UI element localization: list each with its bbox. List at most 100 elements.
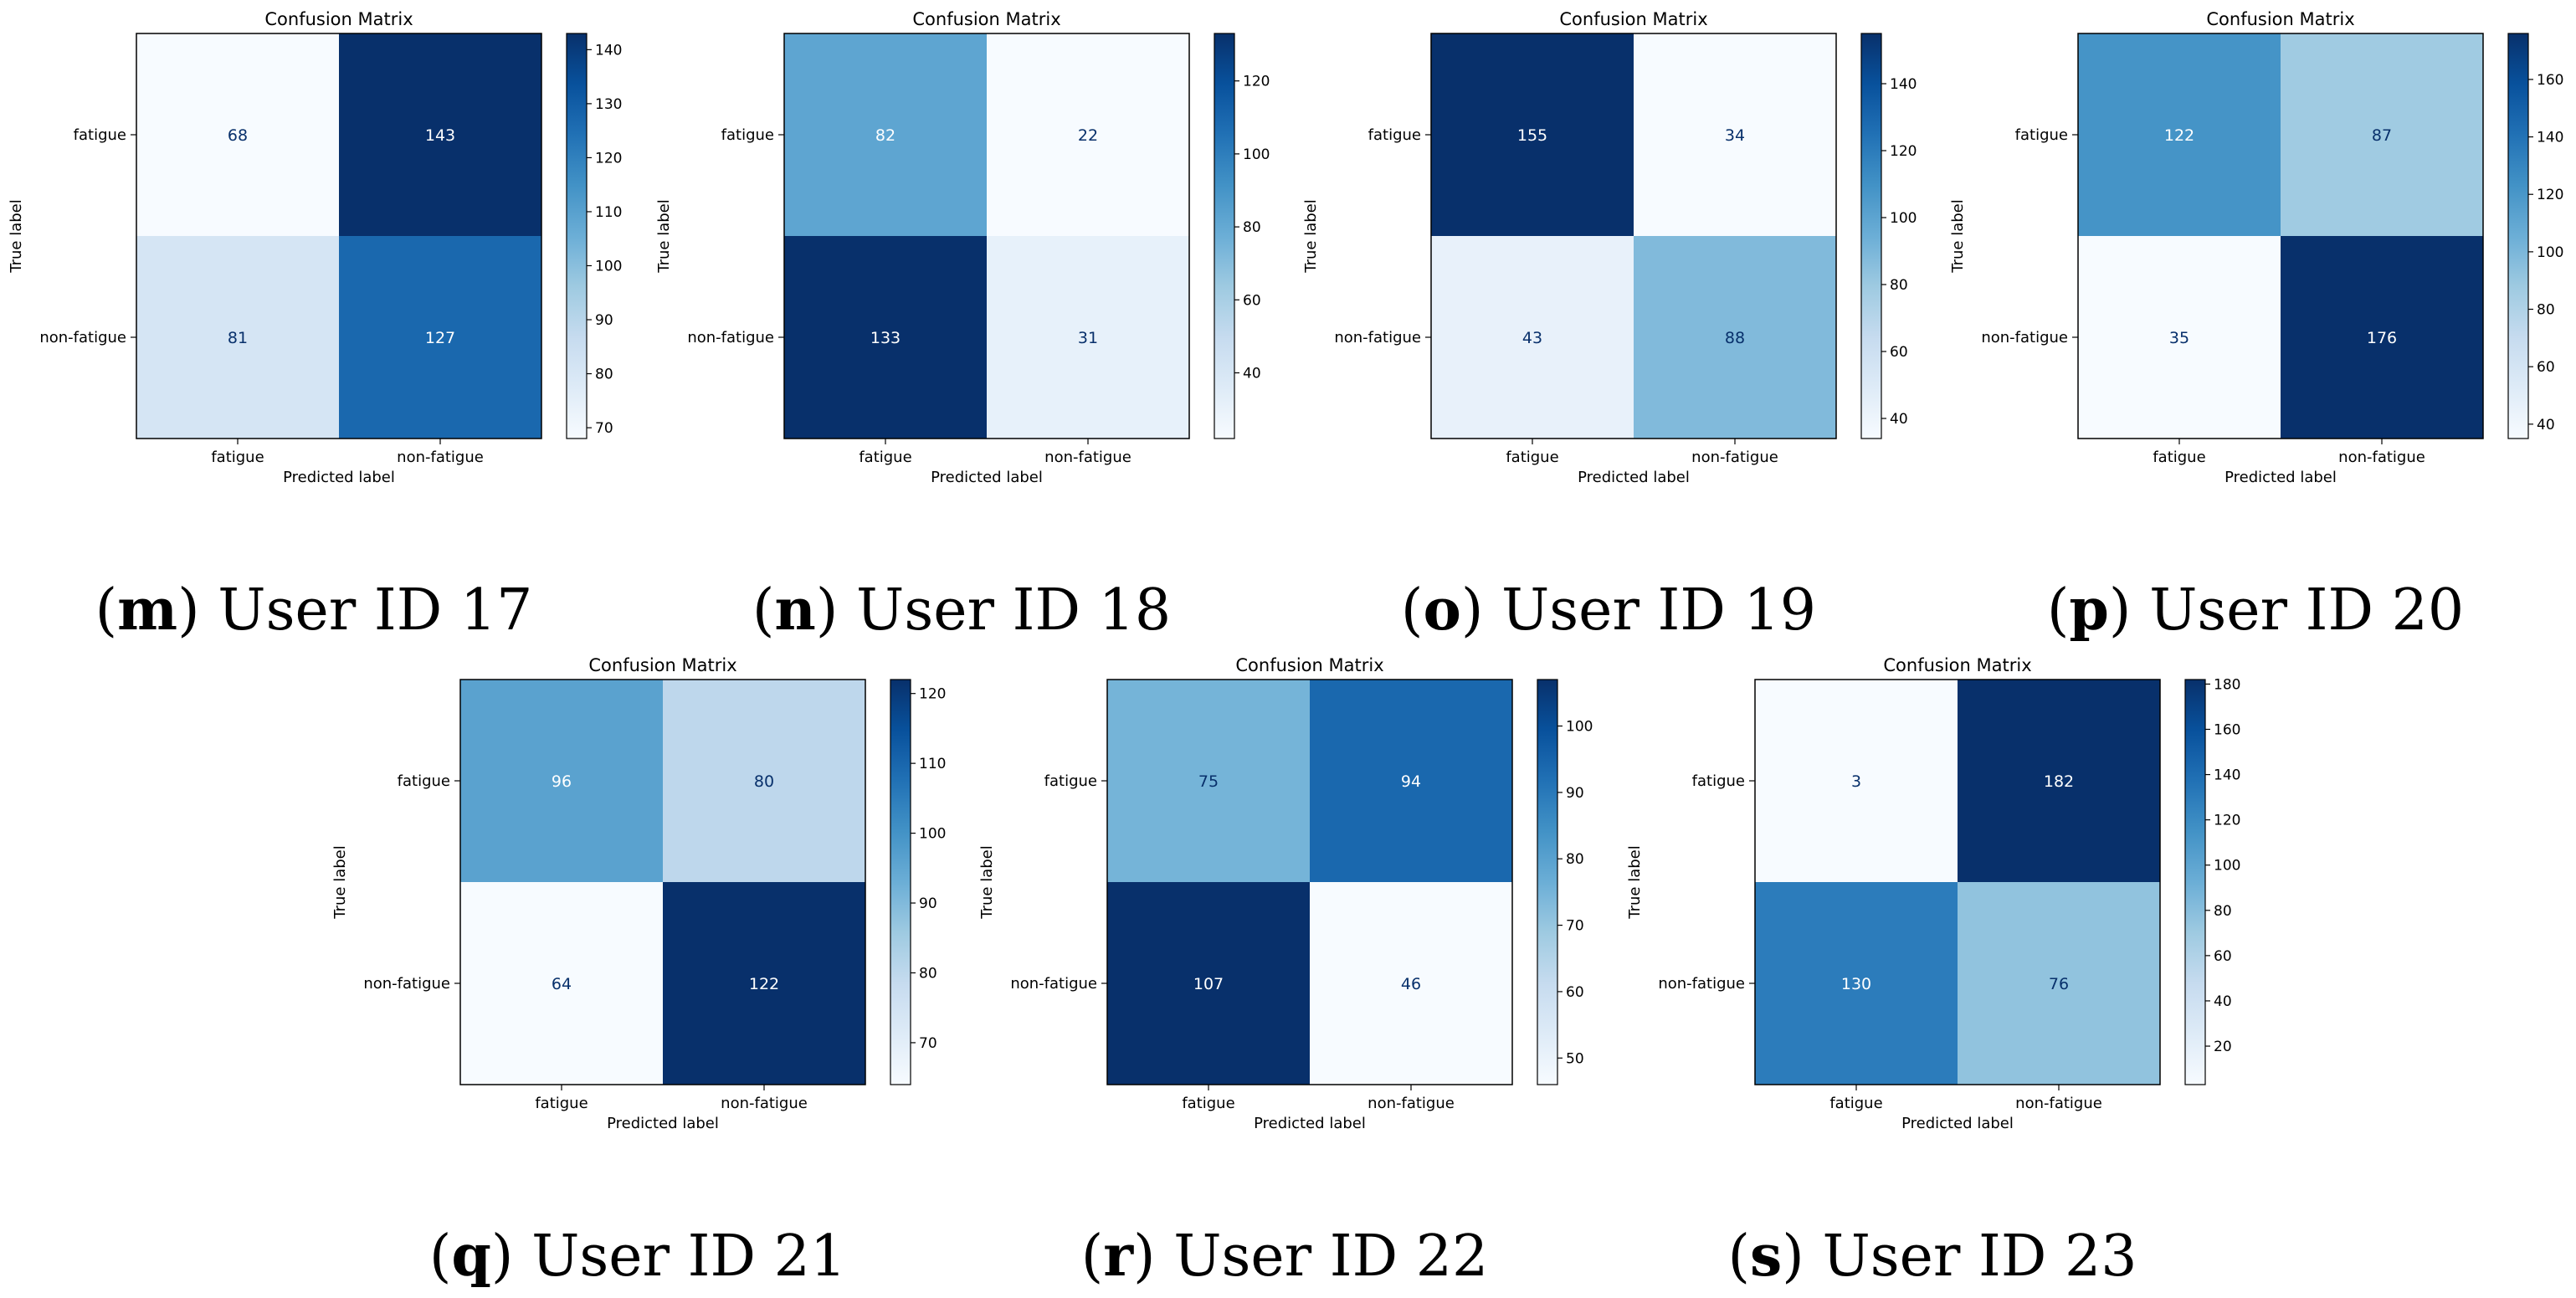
cell-value-r1-c0: 107 bbox=[1193, 975, 1224, 993]
colorbar-tick-label: 100 bbox=[1566, 719, 1593, 736]
colorbar-tick-label: 140 bbox=[2537, 130, 2563, 146]
cell-value-r0-c1: 87 bbox=[2372, 126, 2392, 145]
colorbar-tick-label: 40 bbox=[1890, 411, 1908, 428]
confusion-matrix-panel-n: Confusion Matrix 82 22 133 31 fatigue non-fati… bbox=[655, 9, 1270, 644]
cell-value-r1-c0: 130 bbox=[1841, 975, 1871, 993]
y-tick-label: non-fatigue bbox=[1334, 329, 1421, 346]
cell-value-r1-c0: 35 bbox=[2169, 329, 2189, 347]
colorbar-tick-label: 20 bbox=[2214, 1039, 2232, 1055]
colorbar-tick-label: 100 bbox=[1890, 210, 1917, 227]
colorbar-tick-label: 80 bbox=[1243, 219, 1261, 236]
x-tick-label: non-fatigue bbox=[2015, 1095, 2102, 1112]
caption-paren-open: ( bbox=[429, 1224, 452, 1290]
heatmap-cell-r1-c1 bbox=[1958, 882, 2160, 1085]
colorbar-tick-label: 80 bbox=[1890, 277, 1908, 294]
caption-paren-close: ) bbox=[491, 1224, 531, 1290]
y-tick-label: fatigue bbox=[398, 772, 450, 790]
colorbar-tick-label: 130 bbox=[595, 96, 622, 113]
colorbar bbox=[2507, 33, 2529, 439]
caption-paren-close: ) bbox=[816, 577, 856, 644]
caption-paren-open: ( bbox=[1401, 577, 1424, 644]
y-tick-label: fatigue bbox=[1368, 126, 1421, 144]
caption-paren-open: ( bbox=[1081, 1224, 1104, 1290]
heatmap-cell-r0-c0 bbox=[1431, 33, 1634, 236]
caption-letter: r bbox=[1103, 1223, 1134, 1290]
caption-text: User ID 21 bbox=[531, 1224, 846, 1290]
caption-text: User ID 17 bbox=[218, 577, 532, 644]
cell-value-r1-c1: 176 bbox=[2367, 329, 2397, 347]
colorbar-tick-label: 100 bbox=[1243, 146, 1270, 163]
y-tick-label: fatigue bbox=[2015, 126, 2068, 144]
colorbar-tick-label: 100 bbox=[919, 826, 946, 843]
y-axis-label: True label bbox=[978, 845, 996, 920]
heatmap-cell-r0-c1 bbox=[339, 33, 541, 236]
cell-value-r0-c0: 96 bbox=[552, 772, 572, 791]
y-axis-label: True label bbox=[1949, 199, 1967, 274]
caption-paren-open: ( bbox=[752, 577, 775, 644]
y-tick-label: fatigue bbox=[74, 126, 126, 144]
x-tick-label: fatigue bbox=[859, 449, 911, 466]
cell-value-r0-c1: 34 bbox=[1725, 126, 1745, 145]
colorbar-tick-label: 70 bbox=[595, 420, 613, 437]
colorbar-tick-label: 90 bbox=[919, 895, 937, 912]
heatmap-cell-r0-c0 bbox=[784, 33, 987, 236]
colorbar bbox=[566, 33, 588, 439]
colorbar-tick-label: 180 bbox=[2214, 676, 2240, 693]
x-tick-label: non-fatigue bbox=[2338, 449, 2425, 466]
caption-letter: m bbox=[117, 577, 177, 644]
heatmap-cell-r1-c0 bbox=[2078, 236, 2281, 439]
plot-frame bbox=[1754, 679, 2161, 1085]
caption-text: User ID 22 bbox=[1173, 1224, 1488, 1290]
y-tick-label: fatigue bbox=[721, 126, 774, 144]
x-axis-label: Predicted label bbox=[2224, 469, 2337, 486]
subfigure-caption: (m) User ID 17 bbox=[95, 577, 533, 644]
x-axis-label: Predicted label bbox=[1578, 469, 1690, 486]
y-axis-label: True label bbox=[1626, 845, 1644, 920]
cell-value-r0-c1: 22 bbox=[1078, 126, 1098, 145]
heatmap-cell-r1-c0 bbox=[136, 236, 339, 439]
colorbar-tick-label: 80 bbox=[2214, 903, 2232, 920]
colorbar-tick-label: 120 bbox=[1890, 143, 1917, 160]
plot-frame bbox=[1106, 679, 1513, 1085]
colorbar-tick-label: 70 bbox=[919, 1035, 937, 1052]
caption-paren-close: ) bbox=[1461, 577, 1501, 644]
caption-paren-open: ( bbox=[2047, 577, 2070, 644]
colorbar-tick-label: 110 bbox=[919, 756, 946, 772]
x-axis-label: Predicted label bbox=[607, 1115, 719, 1132]
colorbar-tick-label: 100 bbox=[595, 258, 622, 274]
caption-paren-open: ( bbox=[95, 577, 118, 644]
plot-frame bbox=[1430, 33, 1837, 439]
heatmap-cell-r0-c0 bbox=[1755, 680, 1958, 882]
heatmap-cell-r1-c1 bbox=[987, 236, 1189, 439]
confusion-matrix-panel-r: Confusion Matrix 75 94 107 46 fatigue non-fati… bbox=[978, 655, 1593, 1290]
colorbar-tick-label: 140 bbox=[2214, 767, 2240, 784]
colorbar-tick-label: 160 bbox=[2214, 721, 2240, 738]
heatmap-cell-r0-c1 bbox=[1310, 680, 1512, 882]
cell-value-r1-c0: 81 bbox=[228, 329, 248, 347]
cell-value-r1-c1: 127 bbox=[425, 329, 455, 347]
chart-title: Confusion Matrix bbox=[1235, 655, 1383, 675]
colorbar-tick-label: 120 bbox=[1243, 74, 1270, 90]
x-axis-label: Predicted label bbox=[931, 469, 1043, 486]
colorbar bbox=[1860, 33, 1882, 439]
subfigure-caption: (p) User ID 20 bbox=[2047, 577, 2464, 644]
colorbar-tick-label: 40 bbox=[1243, 366, 1261, 382]
colorbar-tick-label: 60 bbox=[1566, 984, 1584, 1001]
heatmap-cell-r0-c1 bbox=[2281, 33, 2483, 236]
y-tick-label: non-fatigue bbox=[1981, 329, 2068, 346]
heatmap-cell-r1-c1 bbox=[1634, 236, 1836, 439]
chart-title: Confusion Matrix bbox=[264, 9, 413, 29]
colorbar-tick-label: 120 bbox=[2214, 813, 2240, 829]
colorbar-tick-label: 140 bbox=[1890, 76, 1917, 93]
y-axis-label: True label bbox=[1302, 199, 1320, 274]
heatmap-cell-r1-c0 bbox=[1431, 236, 1634, 439]
colorbar-tick-label: 60 bbox=[2537, 359, 2555, 376]
colorbar-tick-label: 60 bbox=[1243, 292, 1261, 309]
colorbar-tick-label: 90 bbox=[595, 312, 613, 329]
colorbar-tick-label: 80 bbox=[1566, 851, 1584, 868]
heatmap-cell-r0-c0 bbox=[2078, 33, 2281, 236]
y-tick-label: fatigue bbox=[1044, 772, 1097, 790]
caption-text: User ID 19 bbox=[1501, 577, 1816, 644]
confusion-matrix-panel-p: Confusion Matrix 122 87 35 176 fatigue non-fat… bbox=[1949, 9, 2563, 644]
heatmap-cell-r0-c1 bbox=[987, 33, 1189, 236]
